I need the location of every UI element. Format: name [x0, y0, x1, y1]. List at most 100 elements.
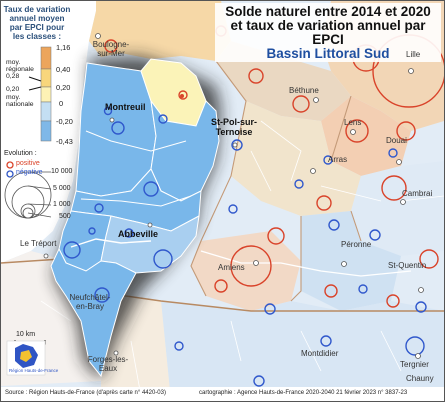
town-dot	[408, 68, 414, 74]
circle	[103, 106, 113, 116]
circle	[320, 335, 332, 347]
legend-negative-label: négative	[16, 169, 43, 176]
river	[70, 238, 152, 248]
legend-tick: -0,43	[56, 137, 73, 146]
legend-regional-label: moy. régionale	[6, 59, 34, 73]
circle	[248, 68, 264, 84]
epci-north-orange	[89, 1, 231, 61]
circle	[178, 90, 188, 100]
town-dot	[43, 253, 49, 259]
town-dot	[147, 222, 153, 228]
label-st-quentin: St-Quentin	[388, 261, 427, 270]
footer-band	[1, 387, 444, 401]
circle	[381, 175, 407, 201]
town-dot	[341, 261, 347, 267]
circle	[94, 287, 110, 303]
label-neufchatel: Neufchâtel-en-Bray	[69, 293, 111, 311]
epci-cambrai-area	[351, 161, 444, 256]
circle	[386, 294, 400, 308]
circle	[292, 95, 310, 113]
town-dots	[43, 33, 424, 359]
footer-source: Source : Région Hauts-de-France (d'après…	[5, 390, 166, 396]
legend-tick: 0,20	[56, 83, 71, 92]
legend-tick: 0	[59, 99, 64, 108]
legend-circle-500	[22, 207, 34, 219]
legend-evolution-title: Evolution :	[4, 150, 37, 157]
circle	[94, 203, 104, 213]
circle	[294, 179, 304, 189]
legend-negative-circle	[6, 170, 14, 178]
legend-regional-value: 0,28	[6, 73, 20, 80]
town-dot	[418, 287, 424, 293]
circle	[143, 181, 159, 197]
legend-tick: -0,20	[56, 117, 73, 126]
legend-class-2	[40, 68, 52, 88]
circle	[316, 195, 332, 211]
circle	[231, 139, 243, 151]
title-line-2: et taux de variation annuel par EPCI	[230, 18, 426, 47]
legend-size-5000: 5 000	[53, 185, 71, 192]
epci-vimeu	[50, 247, 137, 378]
label-montreuil: Montreuil	[105, 102, 146, 112]
circle	[323, 155, 333, 165]
map-title: Solde naturel entre 2014 et 2020 et taux…	[215, 3, 441, 62]
legend-title: Taux de variation annuel moyen par EPCI …	[3, 5, 71, 41]
label-peronne: Péronne	[341, 240, 372, 249]
footer-credit: cartographie : Agence Hauts-de-France 20…	[199, 390, 408, 396]
legend-national-value: 0,20	[6, 86, 20, 93]
legend-arrow-national	[28, 86, 42, 91]
river-canche	[85, 130, 187, 152]
town-dot	[400, 199, 406, 205]
label-cambrai: Cambrai	[402, 189, 433, 198]
circle	[369, 229, 381, 241]
town-dot	[113, 350, 119, 356]
scale-label: 10 km	[16, 331, 36, 338]
circle	[419, 249, 439, 269]
department-border	[190, 60, 362, 302]
circle	[388, 148, 398, 158]
river-authie	[80, 195, 192, 207]
circle	[230, 245, 272, 287]
circle	[88, 227, 96, 235]
circle	[111, 121, 125, 135]
town-dot	[396, 159, 402, 165]
legend-tick: 1,16	[56, 43, 71, 52]
town-dot	[232, 142, 238, 148]
legend-size-500: 500	[59, 213, 71, 220]
label-st-pol: St-Pol-sur-Ternoise	[211, 117, 257, 137]
legend-size-10000: 10 000	[51, 168, 73, 175]
town-dot	[350, 129, 356, 135]
legend-leaders	[27, 171, 52, 218]
circle	[345, 119, 369, 143]
town-dot-positive	[180, 94, 184, 98]
circle	[396, 121, 416, 141]
logo-accent	[20, 350, 32, 362]
label-tergnier: Tergnier	[400, 360, 429, 369]
label-le-treport: Le Tréport	[20, 239, 57, 248]
town-dot	[253, 260, 259, 266]
legend-national-label: moy. nationale	[6, 94, 34, 108]
circle	[158, 114, 168, 124]
legend-size-1000: 1 000	[53, 201, 71, 208]
river-somme	[200, 250, 412, 277]
circle	[358, 284, 368, 294]
title-line-3: Bassin Littoral Sud	[266, 46, 390, 61]
label-montdidier: Montdidier	[301, 349, 339, 358]
legend-class-4	[40, 101, 52, 122]
circle	[264, 303, 276, 315]
circle	[228, 204, 238, 214]
label-douai: Douai	[386, 136, 407, 145]
circle	[324, 284, 338, 298]
legend-class-3	[40, 86, 52, 103]
circle	[104, 39, 118, 53]
circle	[214, 279, 228, 293]
legend-positive-circle	[6, 161, 14, 169]
label-boulogne: Boulogne-sur-Mer	[92, 40, 130, 58]
town-dot	[415, 353, 421, 359]
label-bethune: Béthune	[289, 86, 319, 95]
legend-arrow-regional	[28, 76, 42, 82]
epci-borders	[40, 120, 444, 397]
legend-class-1	[40, 46, 52, 70]
circle	[124, 228, 134, 238]
